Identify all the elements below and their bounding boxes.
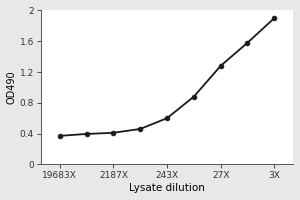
Y-axis label: OD490: OD490: [7, 71, 17, 104]
X-axis label: Lysate dilution: Lysate dilution: [129, 183, 205, 193]
